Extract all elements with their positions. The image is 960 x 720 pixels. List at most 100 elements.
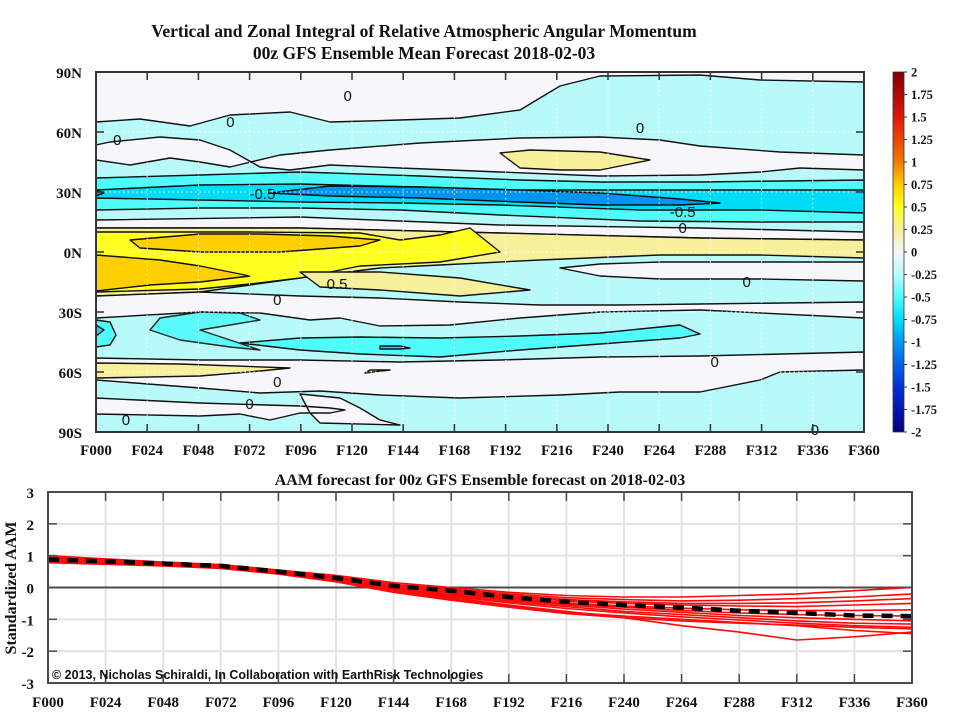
colorbar [892, 71, 905, 433]
line-title: AAM forecast for 00z GFS Ensemble foreca… [275, 472, 686, 489]
x-tick-label: F024 [90, 695, 122, 711]
contour-label: 0 [678, 220, 686, 237]
x-tick-label: F168 [435, 695, 467, 711]
x-tick-label: F216 [541, 443, 573, 459]
y-tick-label: -1 [22, 613, 35, 629]
y-tick-label: 1 [27, 550, 35, 566]
x-tick-label: F096 [263, 695, 295, 711]
colorbar-tick-label: -1.75 [911, 403, 937, 417]
x-tick-label: F288 [723, 695, 755, 711]
x-tick-label: F144 [378, 695, 410, 711]
band-neutral-60s [96, 351, 864, 399]
band-north-cap [96, 72, 864, 127]
band-tropics-weak-s [299, 271, 531, 297]
y-tick-label: 30S [59, 306, 82, 322]
y-tick-label: 0 [27, 582, 35, 598]
x-tick-label: F120 [320, 695, 352, 711]
colorbar-tick-label: 2 [911, 66, 917, 80]
x-tick-label: F360 [896, 695, 928, 711]
y-tick-label: 90S [59, 426, 82, 442]
contour-label: 0 [273, 292, 281, 309]
contour-label: 0 [742, 274, 750, 291]
contour-label: 0 [710, 354, 718, 371]
x-tick-label: F048 [147, 695, 179, 711]
band-south-core [96, 324, 411, 350]
y-tick-label: 3 [27, 486, 35, 502]
x-tick-label: F336 [839, 695, 871, 711]
contour-ticks [96, 72, 864, 432]
colorbar-tick-label: 1.25 [911, 133, 933, 147]
band-tropics-core-s [96, 254, 251, 292]
band-neutral-south-polar [96, 393, 401, 426]
x-tick-label: F144 [387, 443, 419, 459]
x-tick-label: F192 [493, 695, 525, 711]
colorbar-tick-label: -0.25 [911, 268, 937, 282]
x-tick-label: F096 [285, 443, 317, 459]
ensemble-mean-line [48, 557, 912, 619]
y-tick-label: -2 [22, 645, 35, 661]
colorbar-tick-label: 0.25 [911, 223, 933, 237]
colorbar-tick-label: 1.75 [911, 88, 933, 102]
colorbar-tick-label: -1 [911, 336, 921, 350]
colorbar-tick-label: -2 [911, 426, 921, 440]
contour-label: 0 [122, 412, 130, 429]
contour-label: -0.5 [670, 204, 696, 221]
contour-grid [96, 72, 864, 432]
line-ticks [48, 492, 912, 683]
x-tick-label: F120 [336, 443, 368, 459]
colorbar-tick-label: -0.75 [911, 313, 937, 327]
contour-label: 0 [344, 88, 352, 105]
contour-subtitle: 00z GFS Ensemble Mean Forecast 2018-02-0… [253, 43, 596, 63]
contour-x-tick-labels: F000 F024 F048 F072 F096 F120 F144 F168 F192 F216… [80, 443, 880, 459]
line-series [48, 554, 912, 641]
band-north-positive [499, 149, 651, 171]
colorbar-tick-label: 1.5 [911, 111, 927, 125]
x-tick-label: F000 [32, 695, 64, 711]
x-tick-label: F000 [80, 443, 112, 459]
contour-label: 0 [273, 374, 281, 391]
colorbar-tick-label: 0.75 [911, 178, 933, 192]
contour-label: 0.5 [327, 276, 348, 293]
x-tick-label: F216 [551, 695, 583, 711]
colorbar-tick-label: -1.5 [911, 381, 931, 395]
band-south-mid [96, 319, 701, 358]
y-tick-label: 60S [59, 366, 82, 382]
y-tick-label: 30N [56, 186, 82, 202]
line-y-tick-labels: 3 2 1 0 -1 -2 -3 [22, 486, 35, 693]
y-tick-label: 90N [56, 66, 82, 82]
x-tick-label: F072 [234, 443, 266, 459]
x-tick-label: F048 [183, 443, 215, 459]
line-x-tick-labels: F000 F024 F048 F072 F096 F120 F144 F168 F192 F216… [32, 695, 928, 711]
contour-label: 0 [636, 120, 644, 137]
band-north-neutral-60 [96, 136, 864, 177]
x-tick-label: F264 [643, 443, 675, 459]
contour-label: 0 [245, 396, 253, 413]
x-tick-label: F024 [131, 443, 163, 459]
x-tick-label: F072 [205, 695, 237, 711]
colorbar-tick-label: 0 [911, 246, 917, 260]
colorbar-tick-label: 1 [911, 156, 917, 170]
line-y-axis-label: Standardized AAM [3, 522, 20, 655]
x-tick-label: F168 [439, 443, 471, 459]
ensemble-member-line [48, 561, 912, 630]
x-tick-label: F336 [797, 443, 829, 459]
contour-label: 0 [113, 132, 121, 149]
band-neutral-south-2 [559, 261, 864, 282]
colorbar-tick-label: -0.5 [911, 291, 931, 305]
band-south-mid-2 [149, 311, 261, 351]
colorbar-tick-label: 0.5 [911, 201, 927, 215]
band-tropics-core-n [129, 233, 381, 253]
x-tick-label: F360 [848, 443, 880, 459]
credit-text: © 2013, Nicholas Schiraldi, In Collabora… [52, 668, 483, 682]
y-tick-label: 2 [27, 518, 35, 534]
contour-label: -0.5 [249, 186, 275, 203]
colorbar-tick-label: -1.25 [911, 358, 937, 372]
contour-y-tick-labels: 90N 60N 30N 0N 30S 60S 90S [56, 66, 82, 442]
contour-label: 0 [226, 114, 234, 131]
x-tick-label: F288 [695, 443, 727, 459]
x-tick-label: F312 [746, 443, 778, 459]
x-tick-label: F264 [666, 695, 698, 711]
x-tick-label: F192 [490, 443, 522, 459]
